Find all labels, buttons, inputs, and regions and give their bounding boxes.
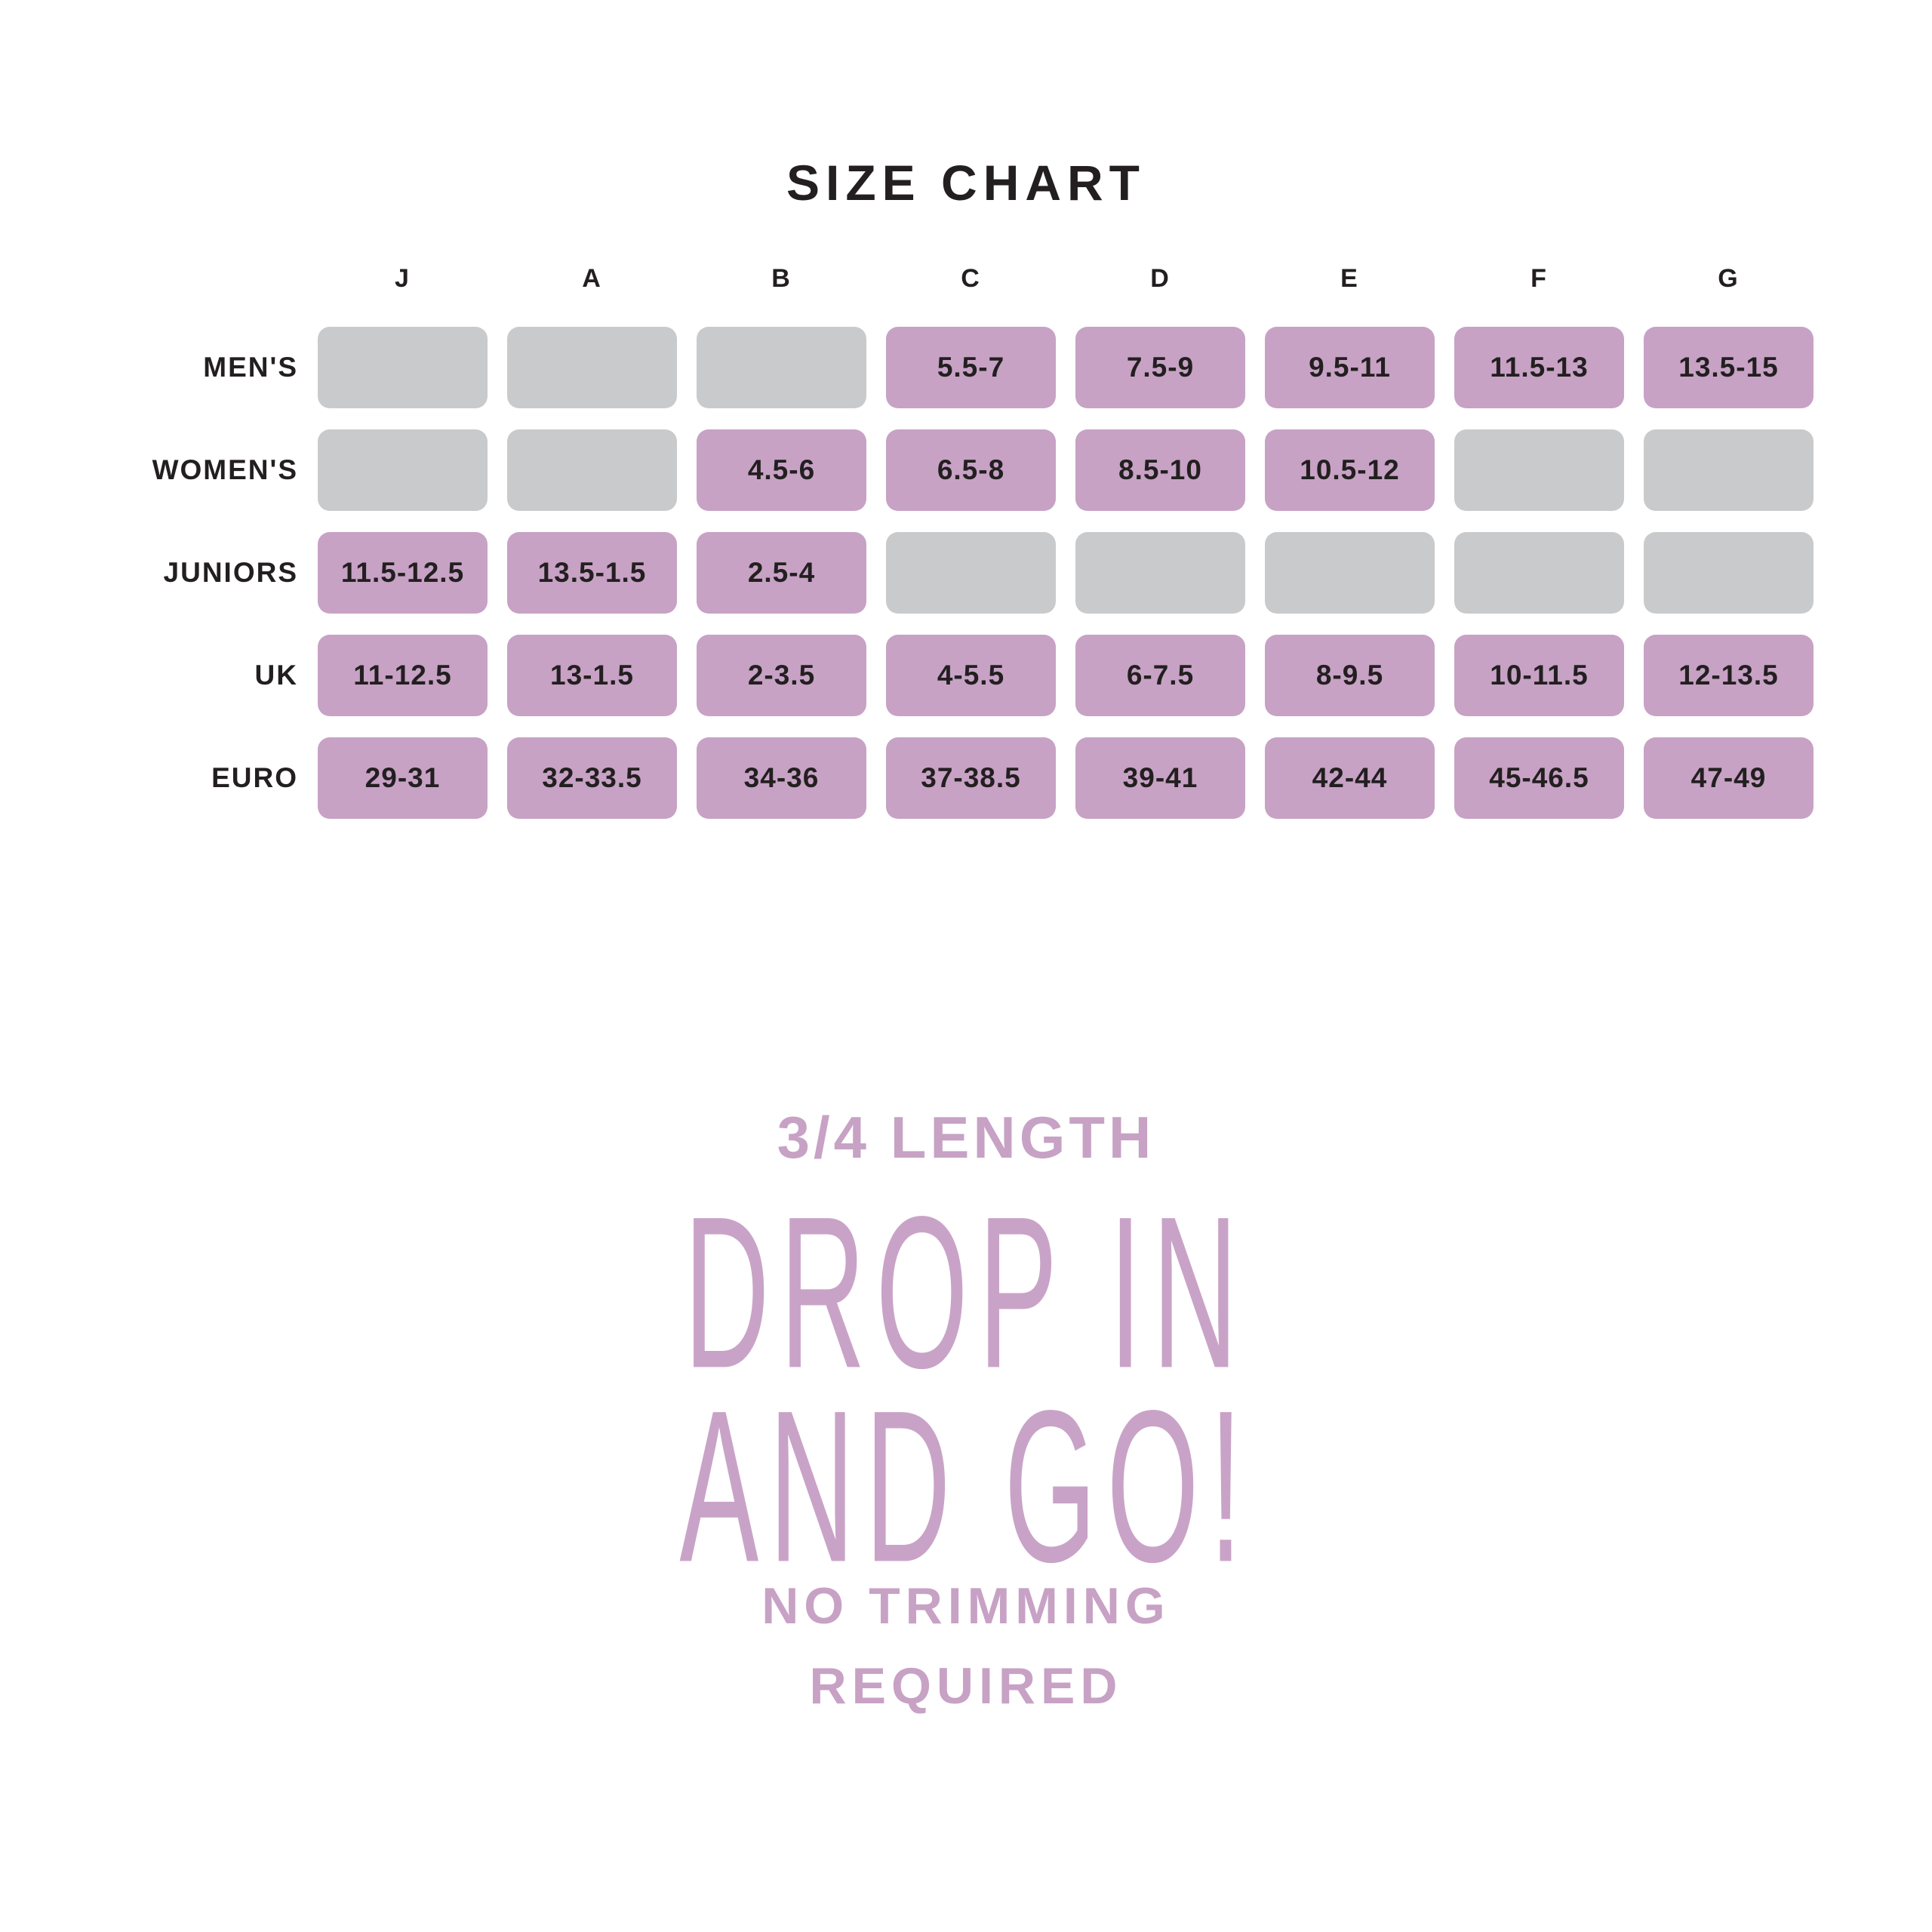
- size-cell: 6-7.5: [1075, 635, 1245, 716]
- size-cell: 11.5-13: [1454, 327, 1624, 408]
- size-table: J A B C D E F G MEN'S 5.5-7 7.5-9 9.5-11 11.5-13 13.5…: [113, 238, 1814, 819]
- size-cell: 32-33.5: [507, 737, 677, 819]
- size-cell: 8.5-10: [1075, 429, 1245, 511]
- size-cell: [697, 327, 866, 408]
- row-label-mens: MEN'S: [203, 352, 298, 383]
- column-header-a: A: [582, 264, 602, 293]
- size-cell: 47-49: [1644, 737, 1814, 819]
- column-header-b: B: [771, 264, 792, 293]
- size-cell: 6.5-8: [886, 429, 1056, 511]
- size-cell: 11.5-12.5: [318, 532, 488, 614]
- row-label-womens: WOMEN'S: [152, 454, 298, 485]
- size-cell: 34-36: [697, 737, 866, 819]
- promo-note-line1: NO TRIMMING: [761, 1577, 1171, 1635]
- size-cell: 9.5-11: [1265, 327, 1435, 408]
- size-cell: 13.5-15: [1644, 327, 1814, 408]
- column-header-g: G: [1718, 264, 1740, 293]
- row-label-uk: UK: [254, 660, 298, 691]
- column-header-e: E: [1340, 264, 1359, 293]
- promo-note: NO TRIMMING REQUIRED: [0, 1566, 1932, 1726]
- size-cell: [1454, 429, 1624, 511]
- size-cell: [507, 327, 677, 408]
- size-cell: [1075, 532, 1245, 614]
- column-header-c: C: [961, 264, 981, 293]
- table-corner: [113, 238, 298, 306]
- promo-note-line2: REQUIRED: [809, 1657, 1123, 1715]
- promo-headline-line1: DROP IN: [684, 1173, 1248, 1414]
- size-cell: 39-41: [1075, 737, 1245, 819]
- column-header-f: F: [1531, 264, 1548, 293]
- size-cell: 7.5-9: [1075, 327, 1245, 408]
- size-cell: [507, 429, 677, 511]
- size-cell: 5.5-7: [886, 327, 1056, 408]
- row-label-euro: EURO: [211, 762, 298, 793]
- size-cell: 29-31: [318, 737, 488, 819]
- page-title: SIZE CHART: [786, 155, 1146, 211]
- size-cell: [1454, 532, 1624, 614]
- size-cell: 42-44: [1265, 737, 1435, 819]
- size-cell: 11-12.5: [318, 635, 488, 716]
- column-header-d: D: [1150, 264, 1171, 293]
- row-label-juniors: JUNIORS: [163, 557, 298, 588]
- size-cell: 37-38.5: [886, 737, 1056, 819]
- size-cell: [1265, 532, 1435, 614]
- size-cell: 4.5-6: [697, 429, 866, 511]
- size-cell: 8-9.5: [1265, 635, 1435, 716]
- column-header-j: J: [395, 264, 411, 293]
- size-cell: 12-13.5: [1644, 635, 1814, 716]
- promo-headline-line2: AND GO!: [679, 1367, 1253, 1608]
- promo-subtitle: 3/4 LENGTH: [777, 1104, 1155, 1171]
- size-cell: 10.5-12: [1265, 429, 1435, 511]
- size-cell: [886, 532, 1056, 614]
- size-cell: 2-3.5: [697, 635, 866, 716]
- size-cell: [1644, 429, 1814, 511]
- size-cell: 10-11.5: [1454, 635, 1624, 716]
- size-cell: [318, 429, 488, 511]
- size-cell: [318, 327, 488, 408]
- size-cell: 4-5.5: [886, 635, 1056, 716]
- size-cell: 13-1.5: [507, 635, 677, 716]
- size-cell: 2.5-4: [697, 532, 866, 614]
- size-cell: 13.5-1.5: [507, 532, 677, 614]
- size-cell: [1644, 532, 1814, 614]
- size-cell: 45-46.5: [1454, 737, 1624, 819]
